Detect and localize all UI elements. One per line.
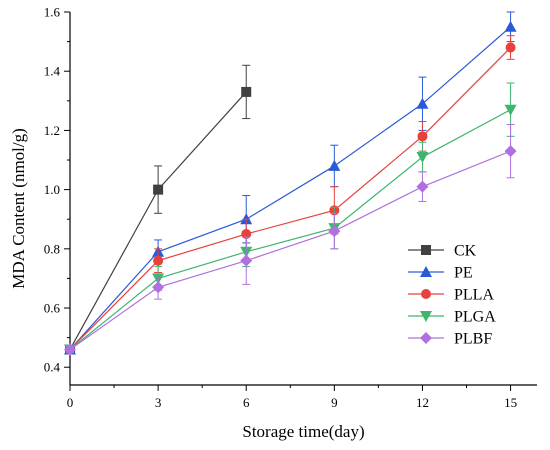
plbf-data-point [416,180,429,193]
y-tick-label: 1.6 [44,5,61,20]
ck-line [69,91,247,350]
plga-line [69,109,511,350]
chart-legend: CK PE PLLA PLGA PLBF [408,243,496,348]
series-plbf [64,123,517,356]
series-pe [64,11,517,355]
plga-data-point [504,104,517,116]
y-tick-label: 0.8 [44,241,60,256]
plbf-line [69,150,511,350]
legend-marker-pe [420,266,432,277]
legend-label-plbf: PLBF [454,331,492,348]
legend-label-plga: PLGA [454,309,496,326]
y-tick-label: 1.2 [44,123,60,138]
legend-item-plga: PLGA [408,309,496,326]
plla-data-point [153,255,164,266]
plla-data-point [505,42,516,53]
legend-item-plbf: PLBF [408,331,492,348]
x-tick-label: 15 [504,395,517,410]
plla-data-point [417,131,428,142]
ck-data-point [153,184,164,195]
y-tick-label: 0.6 [44,301,61,316]
axis-ticks: 0 3 6 9 12 15 0.4 0.6 0.8 1.0 1.2 1.4 1.6 [44,5,517,411]
legend-marker-plbf [420,332,432,344]
series-plla [65,35,516,355]
pe-data-point [416,97,429,109]
y-axis-title: MDA Content (nmol/g) [9,128,28,289]
y-tick-label: 0.4 [44,360,61,375]
pe-line [69,26,511,350]
legend-label-pe: PE [454,265,473,282]
plot-axes [69,12,537,386]
plga-data-point [416,152,429,164]
plbf-data-point [240,254,253,267]
legend-label-ck: CK [454,243,477,260]
x-tick-label: 3 [155,395,162,410]
plla-line [69,47,511,350]
series-plga [64,82,517,356]
plbf-data-point [328,225,341,238]
legend-item-pe: PE [408,265,473,282]
x-axis-title: Storage time(day) [242,422,364,441]
legend-marker-plla [421,289,431,299]
y-tick-label: 1.0 [44,182,60,197]
x-tick-label: 12 [416,395,429,410]
legend-label-plla: PLLA [454,287,494,304]
x-tick-label: 0 [67,395,74,410]
legend-marker-ck [421,245,431,255]
plbf-data-point [64,343,76,356]
y-tick-label: 1.4 [44,64,61,79]
x-tick-label: 9 [331,395,338,410]
x-tick-label: 6 [243,395,250,410]
pe-data-point [328,159,341,171]
ck-data-point [241,86,252,97]
pe-data-point [504,20,517,32]
plbf-data-point [504,145,517,158]
legend-marker-plga [420,311,432,322]
series-layer [64,11,517,356]
legend-item-plla: PLLA [408,287,494,304]
plbf-data-point [152,281,165,294]
series-ck [65,64,252,355]
legend-item-ck: CK [408,243,477,260]
